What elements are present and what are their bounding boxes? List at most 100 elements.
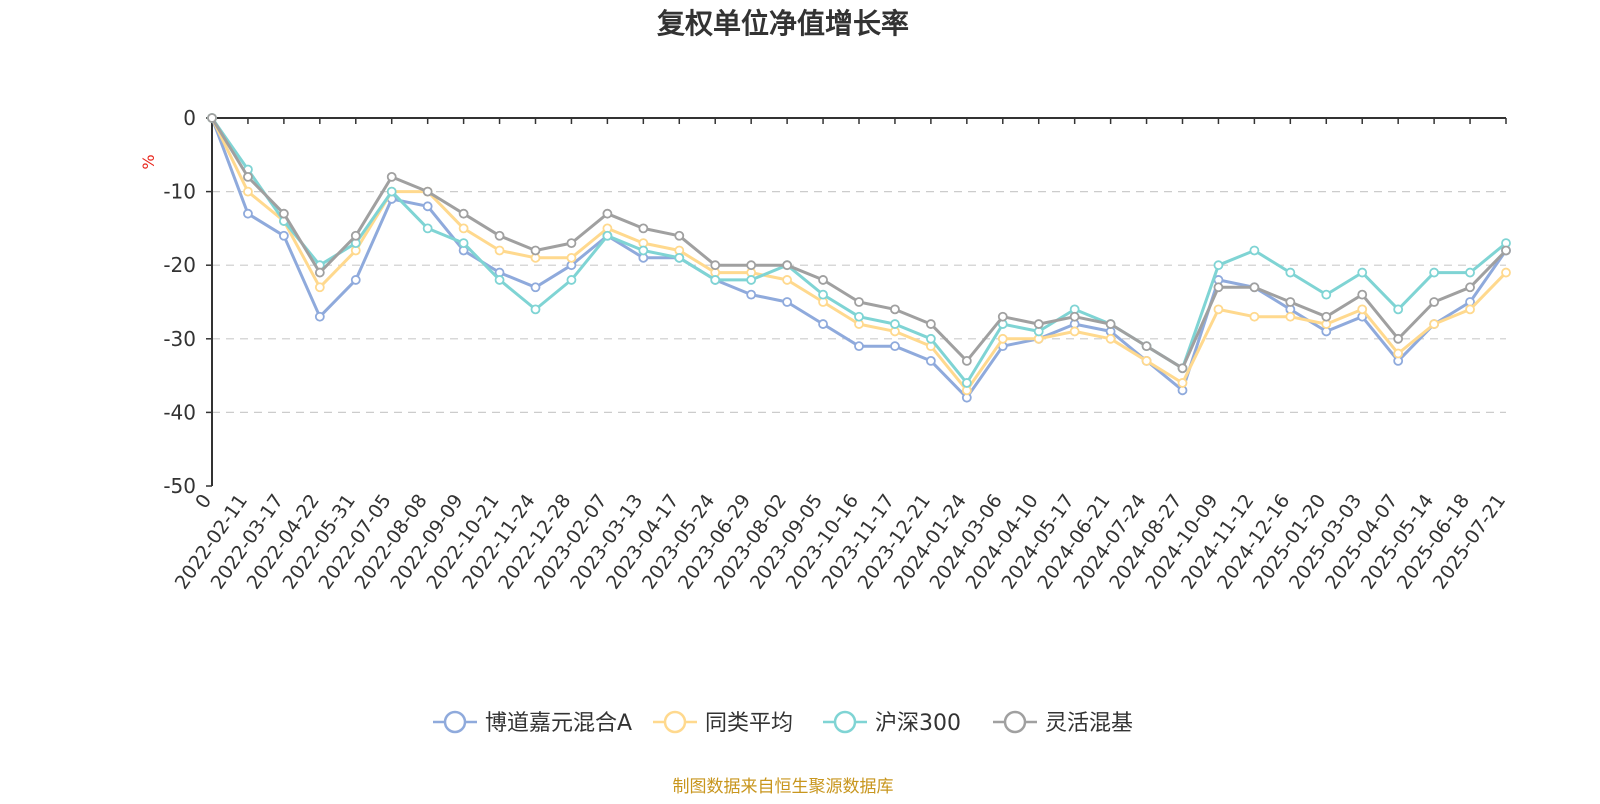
- series-group: [207, 113, 1511, 403]
- legend-item[interactable]: 沪深300: [823, 710, 961, 736]
- data-point: [1429, 319, 1440, 329]
- data-point: [1141, 355, 1152, 366]
- data-point: [1177, 363, 1188, 374]
- data-point: [1213, 282, 1224, 293]
- series-line: [210, 117, 1508, 400]
- x-axis: 02022-02-112022-03-172022-04-222022-05-3…: [171, 117, 1510, 593]
- data-point: [674, 252, 685, 263]
- data-point: [638, 223, 649, 234]
- data-point: [925, 355, 936, 366]
- data-point: [1357, 304, 1368, 315]
- data-point: [1069, 311, 1080, 322]
- data-point: [1501, 267, 1511, 278]
- data-point: [961, 378, 972, 388]
- data-point: [422, 223, 433, 234]
- y-tick-label: -40: [163, 400, 196, 424]
- data-point: [961, 355, 972, 366]
- data-point: [1393, 333, 1404, 344]
- data-point: [494, 230, 505, 241]
- data-point: [1393, 348, 1404, 359]
- data-point: [314, 282, 325, 293]
- data-point: [1465, 267, 1475, 278]
- data-point: [602, 208, 613, 219]
- data-point: [566, 252, 577, 263]
- data-point: [350, 230, 361, 241]
- y-tick-label: -10: [163, 180, 196, 204]
- data-point: [494, 275, 505, 285]
- data-point: [710, 260, 721, 271]
- data-point: [1177, 378, 1188, 388]
- data-point: [278, 208, 289, 219]
- data-point: [1357, 267, 1368, 278]
- data-point: [314, 267, 325, 278]
- data-point: [746, 289, 757, 300]
- data-point: [782, 297, 793, 307]
- chart-title: 复权单位净值增长率: [657, 7, 909, 40]
- data-point: [890, 341, 900, 352]
- data-point: [386, 171, 397, 182]
- data-point: [243, 186, 253, 197]
- data-point: [1501, 245, 1511, 256]
- data-point: [422, 201, 433, 212]
- data-point: [997, 333, 1008, 344]
- data-point: [1249, 245, 1260, 256]
- data-point: [782, 275, 793, 285]
- legend-item[interactable]: 博道嘉元混合A: [433, 710, 632, 736]
- gridlines: [212, 191, 1506, 413]
- data-point: [818, 275, 828, 285]
- series-4: [207, 113, 1511, 374]
- x-tick-label: 0: [191, 490, 216, 513]
- data-point: [854, 311, 864, 322]
- data-point: [1141, 341, 1152, 352]
- data-point: [494, 245, 505, 256]
- data-point: [1033, 319, 1044, 329]
- data-point: [458, 208, 469, 219]
- data-point: [818, 319, 828, 329]
- data-point: [566, 238, 577, 249]
- data-point: [1321, 311, 1332, 322]
- data-point: [1285, 297, 1296, 307]
- legend-marker: [833, 710, 857, 734]
- data-point: [890, 319, 900, 329]
- data-point: [1321, 289, 1332, 300]
- legend-label: 灵活混基: [1045, 711, 1133, 736]
- y-axis: 0 -10 -20 -30 -40 -50: [163, 106, 213, 498]
- data-point: [1429, 297, 1440, 307]
- data-point: [925, 319, 936, 329]
- data-point: [243, 171, 253, 182]
- data-point: [818, 289, 828, 300]
- data-source-note: 制图数据来自恒生聚源数据库: [673, 777, 894, 797]
- data-point: [1465, 304, 1475, 315]
- data-point: [458, 223, 469, 234]
- data-point: [1393, 304, 1404, 315]
- data-point: [782, 260, 793, 271]
- data-point: [746, 275, 757, 285]
- y-axis-unit: %: [139, 154, 158, 169]
- legend-label: 博道嘉元混合A: [485, 711, 632, 736]
- data-point: [1285, 267, 1296, 278]
- legend-item[interactable]: 同类平均: [653, 710, 793, 736]
- data-point: [746, 260, 757, 271]
- data-point: [278, 230, 289, 241]
- legend-marker: [1003, 710, 1027, 734]
- data-point: [1357, 289, 1368, 300]
- data-point: [854, 297, 864, 307]
- legend-marker: [663, 710, 687, 734]
- legend-item[interactable]: 灵活混基: [993, 710, 1133, 736]
- data-point: [1285, 311, 1296, 322]
- data-point: [350, 275, 361, 285]
- data-point: [674, 230, 685, 241]
- y-tick-label: 0: [183, 106, 196, 130]
- data-point: [890, 304, 900, 315]
- data-point: [1213, 304, 1224, 315]
- legend[interactable]: 博道嘉元混合A 同类平均 沪深300 灵活混基: [433, 710, 1133, 736]
- data-point: [1213, 260, 1224, 271]
- data-point: [1249, 311, 1260, 322]
- data-point: [1465, 282, 1475, 293]
- data-point: [566, 275, 577, 285]
- series-line: [210, 117, 1508, 370]
- y-tick-label: -50: [163, 474, 196, 498]
- legend-label: 沪深300: [875, 711, 961, 736]
